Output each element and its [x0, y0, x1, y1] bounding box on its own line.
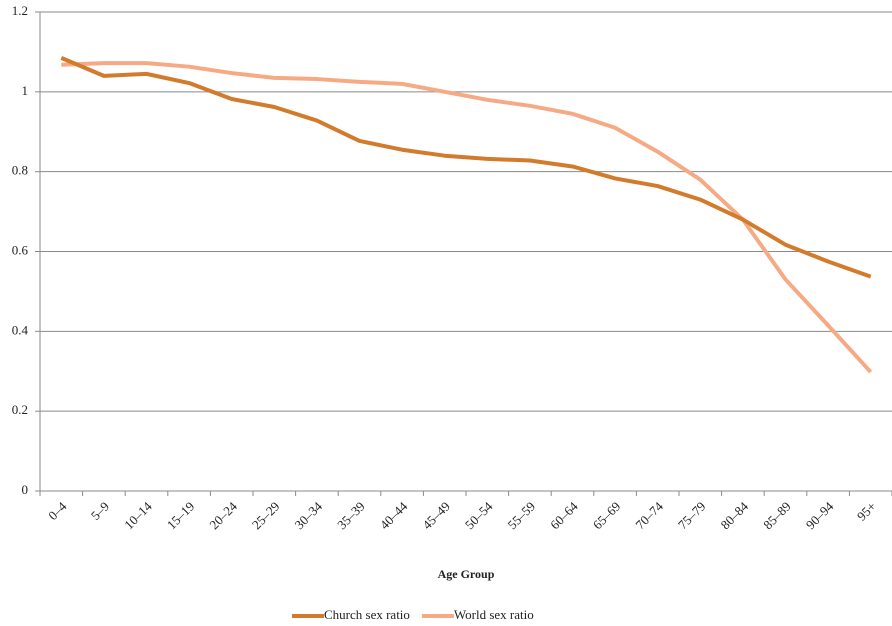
x-tick-label: 70–74 [632, 498, 666, 532]
series-line [61, 61, 873, 374]
y-tick-label: 1.2 [12, 3, 28, 18]
x-tick-label: 10–14 [121, 498, 155, 532]
x-tick-label: 5–9 [88, 499, 112, 523]
y-tick-label: 0.4 [12, 322, 29, 337]
x-tick-label: 80–84 [718, 498, 752, 532]
x-tick-label: 60–64 [547, 498, 581, 532]
y-tick-label: 1 [22, 83, 29, 98]
x-axis-title: Age Group [438, 567, 495, 581]
x-tick-label: 50–54 [462, 498, 496, 532]
x-tick-label: 45–49 [419, 499, 453, 533]
x-tick-label: 0–4 [45, 498, 70, 523]
x-tick-label: 35–39 [334, 499, 368, 533]
x-tick-label: 25–29 [249, 499, 283, 533]
x-tick-label: 40–44 [377, 498, 411, 532]
x-tick-label: 30–34 [292, 498, 326, 532]
x-tick-label: 75–79 [675, 499, 709, 533]
legend-label: World sex ratio [454, 607, 534, 622]
series-line [60, 56, 872, 279]
x-tick-label: 90–94 [803, 498, 837, 532]
x-tick-label: 55–59 [505, 499, 539, 533]
y-tick-label: 0 [22, 482, 29, 497]
legend-label: Church sex ratio [324, 607, 410, 622]
x-tick-label: 65–69 [590, 499, 624, 533]
x-tick-label: 20–24 [206, 498, 240, 532]
y-tick-label: 0.2 [12, 402, 28, 417]
y-tick-label: 0.8 [12, 163, 28, 178]
x-tick-label: 15–19 [164, 499, 198, 533]
y-tick-label: 0.6 [12, 242, 29, 257]
x-tick-label: 85–89 [760, 499, 794, 533]
x-tick-label: 95+ [854, 499, 879, 524]
